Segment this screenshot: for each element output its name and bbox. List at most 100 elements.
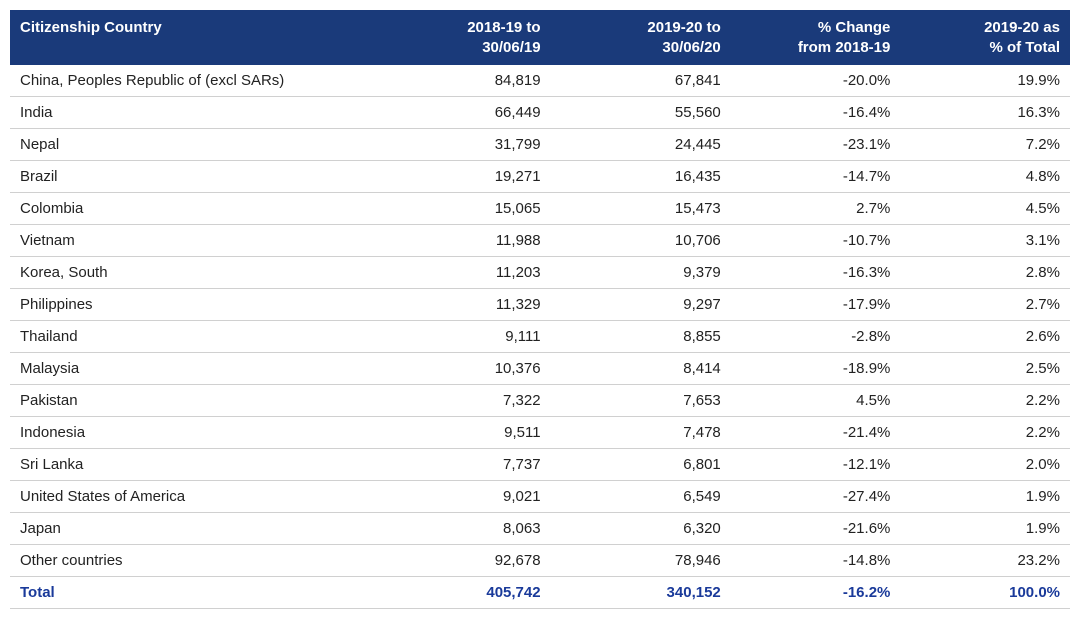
cell-2018-19: 31,799 [370, 129, 550, 161]
table-row: Thailand9,1118,855-2.8%2.6% [10, 321, 1070, 353]
cell-change: -14.7% [731, 161, 901, 193]
cell-2018-19: 84,819 [370, 65, 550, 97]
cell-2019-20: 7,653 [551, 385, 731, 417]
cell-2019-20: 340,152 [551, 577, 731, 609]
cell-change: -16.2% [731, 577, 901, 609]
cell-country: Pakistan [10, 385, 370, 417]
cell-2018-19: 11,988 [370, 225, 550, 257]
cell-country: Colombia [10, 193, 370, 225]
col-header-pct-total: 2019-20 as % of Total [900, 10, 1070, 65]
col-header-line2: 30/06/19 [482, 39, 540, 56]
cell-2019-20: 9,379 [551, 257, 731, 289]
table-row: Korea, South11,2039,379-16.3%2.8% [10, 257, 1070, 289]
table-header: Citizenship Country 2018-19 to 30/06/19 … [10, 10, 1070, 65]
cell-country: Korea, South [10, 257, 370, 289]
cell-2019-20: 9,297 [551, 289, 731, 321]
cell-2019-20: 55,560 [551, 97, 731, 129]
citizenship-table: Citizenship Country 2018-19 to 30/06/19 … [10, 10, 1070, 609]
cell-2019-20: 78,946 [551, 545, 731, 577]
cell-change: -10.7% [731, 225, 901, 257]
cell-pct: 2.2% [900, 417, 1070, 449]
cell-change: -14.8% [731, 545, 901, 577]
cell-2019-20: 8,414 [551, 353, 731, 385]
col-header-country: Citizenship Country [10, 10, 370, 65]
cell-country: Other countries [10, 545, 370, 577]
cell-2018-19: 15,065 [370, 193, 550, 225]
cell-change: 2.7% [731, 193, 901, 225]
col-header-line1: 2019-20 as [984, 19, 1060, 36]
cell-pct: 2.6% [900, 321, 1070, 353]
cell-country: Indonesia [10, 417, 370, 449]
col-header-line1: % Change [818, 19, 891, 36]
col-header-2019-20: 2019-20 to 30/06/20 [551, 10, 731, 65]
table-row: Japan8,0636,320-21.6%1.9% [10, 513, 1070, 545]
cell-2019-20: 8,855 [551, 321, 731, 353]
cell-change: -21.4% [731, 417, 901, 449]
cell-2019-20: 24,445 [551, 129, 731, 161]
table-body: China, Peoples Republic of (excl SARs)84… [10, 65, 1070, 609]
table-row: Colombia15,06515,4732.7%4.5% [10, 193, 1070, 225]
table-row: Sri Lanka7,7376,801-12.1%2.0% [10, 449, 1070, 481]
cell-2019-20: 10,706 [551, 225, 731, 257]
cell-2019-20: 16,435 [551, 161, 731, 193]
cell-country: China, Peoples Republic of (excl SARs) [10, 65, 370, 97]
cell-2019-20: 6,549 [551, 481, 731, 513]
cell-2018-19: 7,322 [370, 385, 550, 417]
cell-change: 4.5% [731, 385, 901, 417]
table-row: United States of America9,0216,549-27.4%… [10, 481, 1070, 513]
cell-change: -2.8% [731, 321, 901, 353]
cell-2018-19: 405,742 [370, 577, 550, 609]
cell-change: -23.1% [731, 129, 901, 161]
cell-2019-20: 6,320 [551, 513, 731, 545]
cell-2018-19: 7,737 [370, 449, 550, 481]
cell-pct: 1.9% [900, 481, 1070, 513]
cell-pct: 4.8% [900, 161, 1070, 193]
cell-country: India [10, 97, 370, 129]
col-header-line2: from 2018-19 [798, 39, 891, 56]
cell-pct: 7.2% [900, 129, 1070, 161]
table-row: India66,44955,560-16.4%16.3% [10, 97, 1070, 129]
cell-2018-19: 9,111 [370, 321, 550, 353]
cell-change: -16.4% [731, 97, 901, 129]
table-row: Malaysia10,3768,414-18.9%2.5% [10, 353, 1070, 385]
table-row-total: Total405,742340,152-16.2%100.0% [10, 577, 1070, 609]
table-row: Brazil19,27116,435-14.7%4.8% [10, 161, 1070, 193]
cell-2018-19: 66,449 [370, 97, 550, 129]
cell-2018-19: 11,329 [370, 289, 550, 321]
cell-2019-20: 15,473 [551, 193, 731, 225]
cell-2018-19: 11,203 [370, 257, 550, 289]
col-header-line1: 2018-19 to [467, 19, 540, 36]
table-row: Vietnam11,98810,706-10.7%3.1% [10, 225, 1070, 257]
cell-pct: 100.0% [900, 577, 1070, 609]
table-row: China, Peoples Republic of (excl SARs)84… [10, 65, 1070, 97]
col-header-2018-19: 2018-19 to 30/06/19 [370, 10, 550, 65]
cell-pct: 3.1% [900, 225, 1070, 257]
col-header-line2: 30/06/20 [662, 39, 720, 56]
cell-pct: 2.0% [900, 449, 1070, 481]
cell-pct: 1.9% [900, 513, 1070, 545]
cell-change: -18.9% [731, 353, 901, 385]
cell-change: -27.4% [731, 481, 901, 513]
table-row: Indonesia9,5117,478-21.4%2.2% [10, 417, 1070, 449]
cell-2019-20: 6,801 [551, 449, 731, 481]
cell-pct: 4.5% [900, 193, 1070, 225]
table-row: Philippines11,3299,297-17.9%2.7% [10, 289, 1070, 321]
cell-2018-19: 10,376 [370, 353, 550, 385]
table-row: Nepal31,79924,445-23.1%7.2% [10, 129, 1070, 161]
cell-country: Sri Lanka [10, 449, 370, 481]
col-header-line2: % of Total [989, 39, 1060, 56]
cell-country: Brazil [10, 161, 370, 193]
cell-country: Nepal [10, 129, 370, 161]
cell-country: Philippines [10, 289, 370, 321]
cell-2018-19: 8,063 [370, 513, 550, 545]
cell-change: -20.0% [731, 65, 901, 97]
col-header-line1: Citizenship Country [20, 19, 162, 36]
cell-2018-19: 9,021 [370, 481, 550, 513]
cell-pct: 2.8% [900, 257, 1070, 289]
cell-pct: 2.2% [900, 385, 1070, 417]
col-header-line1: 2019-20 to [647, 19, 720, 36]
table-row: Other countries92,67878,946-14.8%23.2% [10, 545, 1070, 577]
cell-change: -17.9% [731, 289, 901, 321]
cell-country: Thailand [10, 321, 370, 353]
cell-2018-19: 19,271 [370, 161, 550, 193]
